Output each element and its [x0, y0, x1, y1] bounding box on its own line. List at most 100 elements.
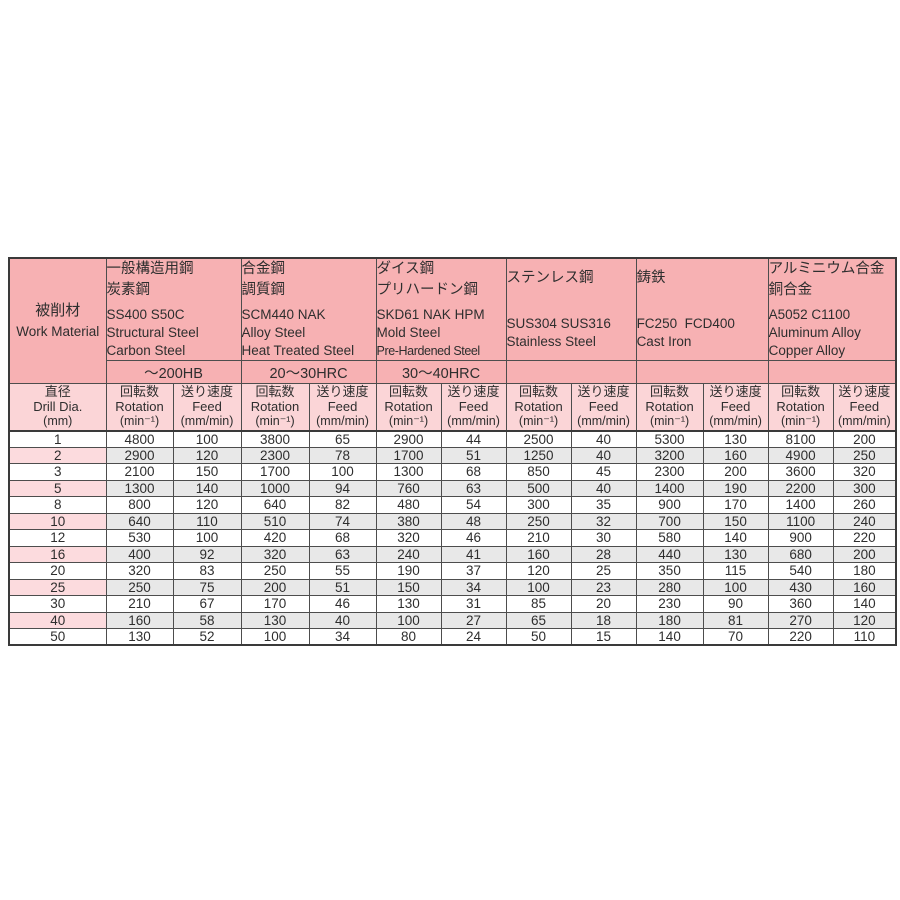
table-cell: 1700: [240, 463, 310, 481]
material-jp-line: ダイス鋼: [376, 261, 435, 277]
hardness-cell: 20～30HRC: [240, 360, 377, 384]
feed-label-jp: 送り速度: [181, 384, 234, 400]
feed-label-en: Feed: [849, 399, 880, 415]
table-cell: 150: [172, 463, 242, 481]
table-cell: 51: [308, 578, 377, 596]
table-row: 5 1300 140 1000 94 760 63 500 40 1400 190 2200 300: [8, 479, 897, 497]
table-cell: 3800: [240, 430, 310, 448]
table-cell: 480: [375, 496, 442, 514]
table-cell: 52: [172, 628, 242, 646]
material-jp-line: 一般構造用鋼: [106, 261, 194, 277]
table-cell: 140: [635, 628, 704, 646]
table-cell: 320: [240, 545, 310, 563]
table-cell: 440: [635, 545, 704, 563]
material-header-structural-steel: 一般構造用鋼 炭素鋼 SS400 S50C Structural Steel C…: [105, 257, 242, 361]
feed-unit: (mm/min): [709, 414, 762, 429]
rotation-unit: (min⁻¹): [388, 414, 429, 429]
table-cell: 180: [635, 611, 704, 629]
table-cell: 800: [105, 496, 174, 514]
feed-label-en: Feed: [720, 399, 751, 415]
table-cell: 760: [375, 479, 442, 497]
table-cell: 48: [440, 512, 507, 530]
material-codes: SKD61 NAK HPM: [376, 307, 485, 322]
table-cell: 1700: [375, 446, 442, 464]
table-cell: 160: [105, 611, 174, 629]
table-cell: 37: [440, 562, 507, 580]
table-cell: 1250: [505, 446, 572, 464]
feed-header: 送り速度 Feed (mm/min): [570, 383, 637, 432]
table-cell: 130: [105, 628, 174, 646]
work-material-label-en: Work Material: [16, 324, 100, 339]
rotation-header: 回転数 Rotation (min⁻¹): [505, 383, 572, 432]
table-row: 10 640 110 510 74 380 48 250 32 700 150 1100 240: [8, 512, 897, 530]
column-header-row: 直径 Drill Dia. (mm) 回転数 Rotation (min⁻¹) …: [8, 383, 897, 432]
work-material-header: 被削材 Work Material: [8, 257, 107, 384]
table-cell: 120: [832, 611, 897, 629]
table-row: 25 250 75 200 51 150 34 100 23 280 100 430 160: [8, 578, 897, 596]
table-cell: 4800: [105, 430, 174, 448]
table-cell: 74: [308, 512, 377, 530]
table-cell: 82: [308, 496, 377, 514]
table-cell: 32: [570, 512, 637, 530]
material-codes: A5052 C1100: [768, 307, 851, 322]
table-row: 40 160 58 130 40 100 27 65 18 180 81 270 120: [8, 611, 897, 629]
material-header-mold-steel: ダイス鋼 プリハードン鋼 SKD61 NAK HPM Mold Steel Pr…: [375, 257, 507, 361]
material-jp-line: 合金鋼: [241, 261, 286, 277]
rotation-header: 回転数 Rotation (min⁻¹): [635, 383, 704, 432]
table-cell: 1400: [767, 496, 834, 514]
table-cell: 220: [767, 628, 834, 646]
feed-label-jp: 送り速度: [838, 384, 891, 400]
table-cell: 30: [570, 529, 637, 547]
table-cell: 250: [832, 446, 897, 464]
feed-header: 送り速度 Feed (mm/min): [702, 383, 769, 432]
table-cell: 300: [505, 496, 572, 514]
table-cell: 2900: [375, 430, 442, 448]
table-cell: 420: [240, 529, 310, 547]
table-cell: 100: [172, 529, 242, 547]
rotation-unit: (min⁻¹): [780, 414, 821, 429]
table-cell: 190: [375, 562, 442, 580]
material-en-line: Copper Alloy: [768, 343, 846, 358]
table-cell: 170: [240, 595, 310, 613]
table-cell: 120: [172, 446, 242, 464]
rotation-label-en: Rotation: [115, 399, 164, 415]
table-cell: 200: [832, 430, 897, 448]
table-cell: 250: [505, 512, 572, 530]
table-cell: 100: [702, 578, 769, 596]
table-cell: 500: [505, 479, 572, 497]
hardness-cell: [767, 360, 897, 384]
feed-header: 送り速度 Feed (mm/min): [308, 383, 377, 432]
table-cell: 900: [767, 529, 834, 547]
table-cell: 35: [570, 496, 637, 514]
table-cell: 110: [832, 628, 897, 646]
table-cell: 40: [570, 430, 637, 448]
table-cell: 68: [440, 463, 507, 481]
table-cell: 700: [635, 512, 704, 530]
table-cell: 140: [172, 479, 242, 497]
table-cell: 3200: [635, 446, 704, 464]
material-jp-line: 銅合金: [768, 282, 813, 298]
drill-dia-cell: 12: [8, 529, 107, 547]
table-cell: 100: [240, 628, 310, 646]
rotation-unit: (min⁻¹): [649, 414, 690, 429]
table-cell: 31: [440, 595, 507, 613]
table-cell: 130: [240, 611, 310, 629]
table-cell: 140: [832, 595, 897, 613]
table-cell: 200: [240, 578, 310, 596]
feed-label-en: Feed: [458, 399, 489, 415]
table-cell: 170: [702, 496, 769, 514]
drill-dia-cell: 50: [8, 628, 107, 646]
rotation-header: 回転数 Rotation (min⁻¹): [767, 383, 834, 432]
rotation-label-jp: 回転数: [119, 384, 159, 400]
table-cell: 190: [702, 479, 769, 497]
rotation-label-en: Rotation: [776, 399, 825, 415]
table-cell: 160: [832, 578, 897, 596]
drill-dia-cell: 20: [8, 562, 107, 580]
table-cell: 510: [240, 512, 310, 530]
table-cell: 100: [375, 611, 442, 629]
table-cell: 83: [172, 562, 242, 580]
hardness-row: ～200HB 20～30HRC 30～40HRC: [9, 360, 897, 384]
table-cell: 150: [375, 578, 442, 596]
table-cell: 100: [505, 578, 572, 596]
material-en-line: Mold Steel: [376, 325, 441, 340]
